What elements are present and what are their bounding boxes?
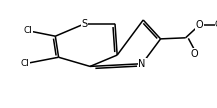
Text: CH₃: CH₃ [215, 20, 217, 29]
Text: N: N [138, 59, 146, 69]
Text: O: O [196, 20, 204, 30]
Text: O: O [190, 49, 198, 59]
Text: S: S [82, 19, 88, 29]
Text: Cl: Cl [21, 59, 29, 68]
Text: Cl: Cl [24, 26, 33, 35]
